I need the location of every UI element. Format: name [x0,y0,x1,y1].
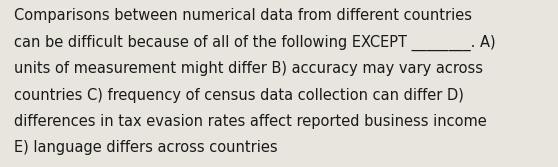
Text: units of measurement might differ B) accuracy may vary across: units of measurement might differ B) acc… [14,61,483,76]
Text: Comparisons between numerical data from different countries: Comparisons between numerical data from … [14,8,472,23]
Text: can be difficult because of all of the following EXCEPT ________. A): can be difficult because of all of the f… [14,35,496,51]
Text: countries C) frequency of census data collection can differ D): countries C) frequency of census data co… [14,88,464,103]
Text: E) language differs across countries: E) language differs across countries [14,140,277,155]
Text: differences in tax evasion rates affect reported business income: differences in tax evasion rates affect … [14,114,487,129]
